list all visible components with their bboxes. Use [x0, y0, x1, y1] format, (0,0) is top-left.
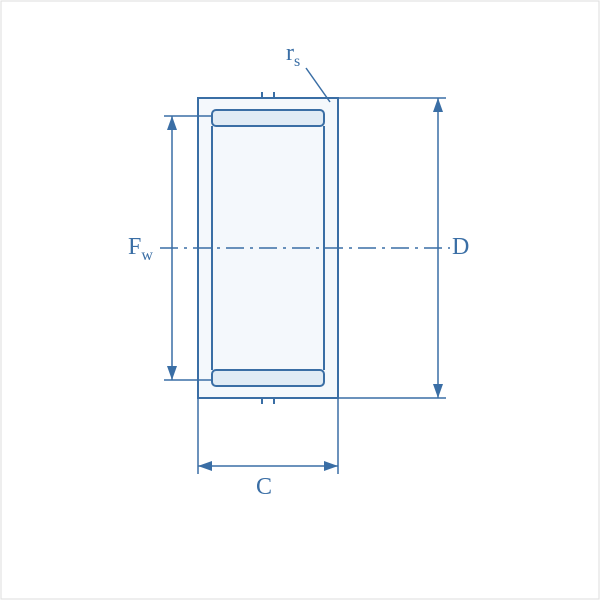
- label-fw-main: F: [128, 234, 141, 260]
- label-rs: rs: [286, 40, 300, 71]
- diagram-canvas: rs Fw D C: [0, 0, 600, 600]
- roller-bottom: [212, 370, 324, 386]
- label-d: D: [452, 234, 469, 261]
- label-c: C: [256, 474, 272, 501]
- label-fw: Fw: [128, 234, 153, 265]
- label-c-main: C: [256, 474, 272, 500]
- c-arrow-left: [198, 461, 212, 471]
- roller-top: [212, 110, 324, 126]
- technical-drawing: [0, 0, 600, 600]
- fw-arrow-top: [167, 116, 177, 130]
- d-arrow-bot: [433, 384, 443, 398]
- label-fw-sub: w: [141, 247, 153, 264]
- c-arrow-right: [324, 461, 338, 471]
- label-rs-sub: s: [294, 53, 300, 70]
- fw-arrow-bot: [167, 366, 177, 380]
- label-rs-main: r: [286, 40, 294, 66]
- label-d-main: D: [452, 234, 469, 260]
- d-arrow-top: [433, 98, 443, 112]
- rs-leader: [306, 68, 330, 102]
